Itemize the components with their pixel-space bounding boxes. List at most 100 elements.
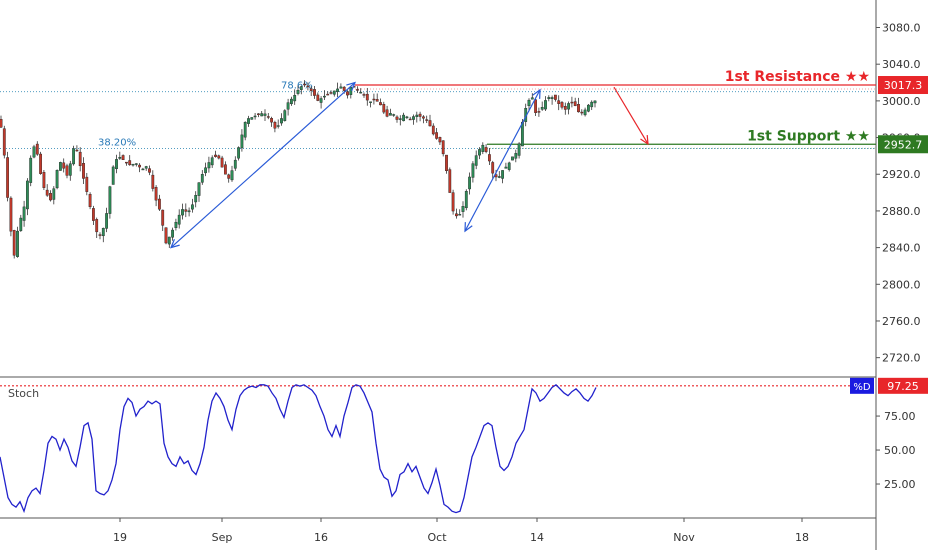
candle-body	[72, 148, 76, 165]
candle-body	[451, 192, 455, 212]
candle-body	[504, 166, 508, 169]
candle-body	[481, 144, 485, 152]
candle-body	[501, 170, 504, 179]
candle-body	[299, 86, 303, 90]
candle-body	[210, 157, 214, 166]
candle-body	[233, 159, 237, 169]
candle-body	[111, 166, 115, 185]
candle-body	[356, 89, 359, 91]
candle-body	[141, 168, 145, 171]
stoch-d-line	[0, 383, 597, 514]
candle-body	[488, 154, 491, 162]
trend-arrow-tail	[169, 239, 180, 249]
price-tick-label: 3000.0	[882, 95, 921, 108]
candle-body	[471, 163, 475, 178]
candle-body	[438, 137, 442, 143]
candle-body	[257, 113, 260, 115]
candle-body	[26, 180, 29, 210]
candle-body	[45, 189, 49, 196]
candle-body	[194, 195, 198, 203]
candle-body	[243, 122, 247, 138]
price-tick-label: 2800.0	[882, 278, 921, 291]
candle-body	[105, 213, 109, 229]
candle-body	[359, 91, 363, 94]
candle-body	[157, 198, 161, 210]
candle-body	[22, 206, 26, 221]
stoch-legend-label: %D	[853, 382, 871, 393]
candle-body	[124, 161, 128, 164]
candle-body	[405, 116, 409, 119]
fib-level-label: 78.6%	[281, 81, 313, 92]
candle-body	[560, 102, 564, 108]
candle-body	[309, 88, 313, 91]
candle-body	[385, 109, 389, 117]
candle-body	[253, 115, 257, 118]
candle-body	[59, 162, 62, 171]
candle-body	[204, 167, 207, 174]
candle-body	[266, 116, 270, 118]
resistance-label: 1st Resistance ★★	[725, 69, 870, 85]
candle-body	[507, 162, 511, 170]
candle-body	[306, 85, 310, 88]
candle-body	[484, 147, 488, 152]
candle-body	[580, 111, 584, 114]
candle-body	[583, 109, 587, 116]
candle-body	[144, 166, 148, 169]
candle-body	[52, 188, 56, 200]
candle-body	[12, 230, 16, 256]
candle-body	[362, 94, 366, 96]
candle-body	[88, 194, 92, 207]
candle-body	[418, 113, 422, 117]
candle-body	[379, 102, 382, 106]
trend-arrow	[613, 86, 649, 145]
candle-body	[303, 83, 306, 86]
stoch-tick-label: 75.00	[884, 410, 916, 423]
candle-body	[276, 125, 280, 127]
stoch-tick-label: 50.00	[884, 444, 916, 457]
candle-body	[16, 230, 19, 257]
candle-body	[323, 95, 326, 98]
candle-body	[365, 93, 369, 101]
candle-body	[557, 100, 561, 104]
price-tick-label: 2760.0	[882, 315, 921, 328]
candle-body	[214, 154, 217, 157]
candle-body	[398, 118, 402, 120]
candle-body	[464, 191, 468, 209]
candle-body	[270, 118, 273, 123]
candle-body	[223, 164, 227, 175]
candle-body	[247, 118, 250, 124]
candle-body	[372, 98, 376, 101]
stoch-value-label: 97.25	[887, 380, 919, 393]
candle-body	[339, 86, 343, 89]
candle-body	[382, 104, 386, 113]
trend-arrow	[464, 89, 541, 232]
time-tick-label: 14	[530, 531, 544, 544]
candle-body	[75, 149, 79, 152]
stoch-title: Stoch	[8, 387, 39, 400]
time-tick-label: 16	[314, 531, 328, 544]
candle-body	[280, 118, 283, 124]
candle-body	[408, 118, 412, 121]
candle-body	[237, 147, 240, 159]
candle-body	[412, 116, 415, 120]
candle-body	[181, 209, 184, 216]
candle-body	[6, 157, 10, 198]
candle-body	[435, 132, 438, 139]
candle-body	[573, 101, 577, 107]
candle-body	[514, 153, 518, 159]
candle-body	[554, 94, 557, 100]
candle-body	[184, 209, 188, 212]
candle-body	[151, 174, 155, 189]
candle-body	[455, 213, 458, 217]
candle-body	[293, 95, 297, 102]
candle-body	[42, 172, 46, 188]
candle-body	[369, 101, 372, 103]
candle-body	[134, 163, 138, 165]
candle-body	[200, 174, 204, 183]
candle-body	[422, 116, 425, 119]
support-label: 1st Support ★★	[747, 128, 870, 144]
candle-body	[425, 119, 429, 121]
candle-body	[448, 169, 452, 193]
candle-body	[167, 236, 171, 245]
candle-body	[530, 97, 534, 100]
